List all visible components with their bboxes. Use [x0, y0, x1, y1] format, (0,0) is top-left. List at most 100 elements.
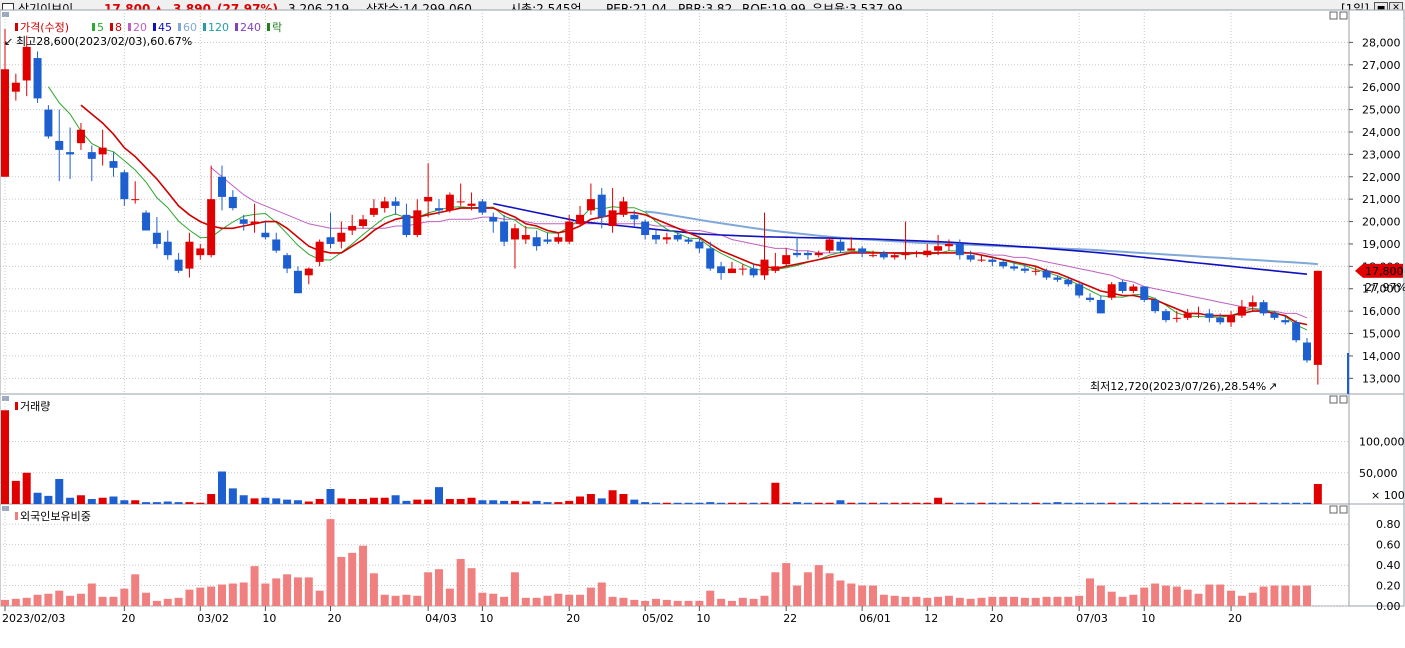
foreign-bar[interactable]	[1205, 584, 1214, 606]
volume-bar[interactable]	[869, 502, 877, 504]
volume-bar[interactable]	[228, 488, 237, 504]
candle[interactable]	[142, 212, 151, 231]
candle[interactable]	[413, 210, 422, 235]
volume-bar[interactable]	[1292, 502, 1301, 504]
candle[interactable]	[630, 214, 639, 220]
foreign-bar[interactable]	[1020, 597, 1029, 606]
volume-bar[interactable]	[337, 498, 346, 504]
volume-bar[interactable]	[1259, 502, 1268, 504]
volume-bar[interactable]	[1237, 502, 1246, 504]
candle[interactable]	[869, 255, 877, 257]
foreign-bar[interactable]	[999, 596, 1008, 606]
volume-bar[interactable]	[999, 502, 1008, 504]
candle[interactable]	[467, 203, 476, 206]
foreign-bar[interactable]	[977, 597, 986, 606]
candle[interactable]	[445, 194, 454, 211]
candle[interactable]	[1172, 317, 1181, 319]
volume-panel-close-icon[interactable]	[1339, 395, 1348, 404]
volume-bar[interactable]	[1172, 502, 1181, 504]
volume-bar[interactable]	[673, 502, 682, 504]
volume-bar[interactable]	[1053, 502, 1062, 504]
candle[interactable]	[304, 268, 313, 276]
volume-bar[interactable]	[977, 502, 986, 504]
foreign-bar[interactable]	[793, 585, 802, 606]
volume-bar[interactable]	[793, 502, 802, 504]
foreign-bar[interactable]	[944, 595, 953, 606]
candle[interactable]	[803, 252, 812, 256]
candle[interactable]	[1227, 315, 1236, 323]
foreign-panel-handle-icon[interactable]	[2, 506, 9, 511]
candle[interactable]	[1042, 270, 1051, 278]
candle[interactable]	[456, 201, 465, 203]
candle[interactable]	[1118, 282, 1127, 291]
foreign-bar[interactable]	[923, 597, 932, 606]
foreign-bar[interactable]	[445, 588, 454, 606]
foreign-bar[interactable]	[521, 597, 530, 606]
volume-bar[interactable]	[1205, 502, 1214, 504]
candle[interactable]	[380, 201, 389, 209]
foreign-bar[interactable]	[500, 596, 509, 606]
volume-bar[interactable]	[304, 501, 313, 505]
volume-bar[interactable]	[532, 500, 541, 504]
candle[interactable]	[652, 234, 660, 240]
volume-bar[interactable]	[619, 494, 628, 504]
candle[interactable]	[131, 199, 140, 201]
volume-bar[interactable]	[641, 502, 650, 504]
candle[interactable]	[500, 221, 509, 242]
foreign-bar[interactable]	[749, 598, 758, 606]
candle[interactable]	[1292, 322, 1301, 341]
foreign-bar[interactable]	[858, 585, 867, 606]
volume-bar[interactable]	[890, 502, 899, 504]
volume-bar[interactable]	[1118, 502, 1127, 504]
candle[interactable]	[239, 219, 248, 224]
volume-bar[interactable]	[163, 501, 172, 505]
foreign-bar[interactable]	[662, 599, 671, 606]
volume-bar[interactable]	[445, 499, 454, 504]
volume-bar[interactable]	[554, 502, 563, 504]
candle[interactable]	[359, 219, 368, 227]
foreign-bar[interactable]	[1194, 593, 1203, 606]
foreign-bar[interactable]	[966, 598, 975, 606]
foreign-bar[interactable]	[771, 572, 780, 606]
candle[interactable]	[727, 268, 736, 274]
foreign-bar[interactable]	[489, 593, 498, 606]
volume-bar[interactable]	[315, 499, 324, 504]
foreign-bar[interactable]	[66, 595, 75, 606]
foreign-bar[interactable]	[1042, 596, 1051, 606]
foreign-bar[interactable]	[391, 595, 400, 606]
foreign-bar[interactable]	[1031, 597, 1040, 606]
foreign-bar[interactable]	[717, 598, 726, 606]
foreign-bar[interactable]	[272, 578, 281, 606]
volume-bar[interactable]	[543, 502, 552, 504]
legend-rak[interactable]: 락	[272, 21, 282, 34]
candle[interactable]	[912, 252, 921, 254]
volume-bar[interactable]	[174, 502, 183, 504]
volume-bar[interactable]	[727, 502, 736, 504]
volume-bar[interactable]	[934, 497, 943, 504]
volume-bar[interactable]	[98, 497, 107, 504]
candle[interactable]	[760, 259, 769, 276]
candle[interactable]	[847, 248, 856, 251]
volume-bar[interactable]	[1270, 502, 1279, 504]
volume-bar[interactable]	[912, 502, 921, 504]
candle[interactable]	[152, 232, 161, 244]
foreign-bar[interactable]	[1075, 595, 1084, 606]
foreign-bar[interactable]	[131, 574, 140, 606]
volume-bar[interactable]	[684, 502, 693, 504]
candle[interactable]	[988, 259, 997, 262]
candle[interactable]	[510, 228, 519, 240]
candle[interactable]	[1129, 286, 1138, 291]
volume-bar[interactable]	[879, 502, 888, 504]
foreign-bar[interactable]	[435, 569, 443, 606]
volume-bar[interactable]	[218, 471, 226, 505]
foreign-bar[interactable]	[543, 595, 552, 606]
foreign-bar[interactable]	[22, 597, 31, 606]
volume-bar[interactable]	[1010, 502, 1019, 504]
volume-bar[interactable]	[1216, 502, 1225, 504]
candle[interactable]	[1259, 302, 1268, 314]
candle[interactable]	[771, 266, 780, 271]
volume-bar[interactable]	[348, 499, 357, 504]
foreign-bar[interactable]	[456, 558, 465, 606]
candle[interactable]	[1064, 279, 1073, 285]
